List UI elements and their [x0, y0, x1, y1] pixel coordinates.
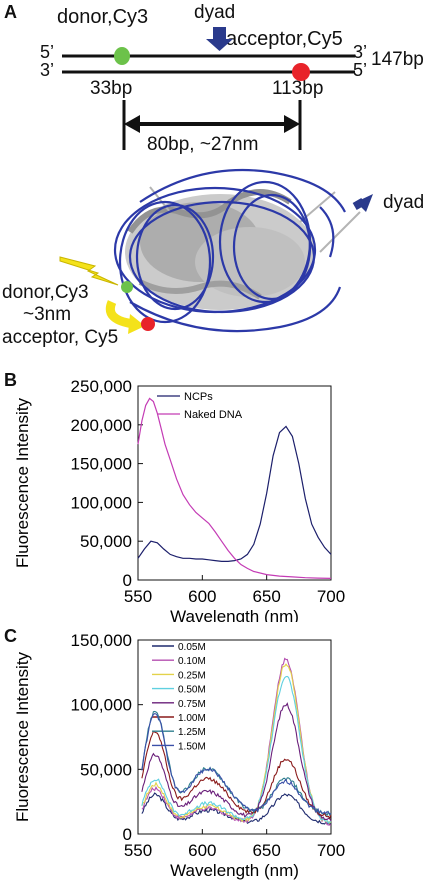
- fret-distance-label: 80bp, ~27nm: [147, 134, 259, 155]
- x-tick-label: 700: [317, 587, 345, 606]
- x-tick-label: 550: [124, 841, 152, 860]
- series-line-1.50M: [141, 712, 332, 815]
- legend-label: NCPs: [184, 391, 213, 403]
- x-tick-label: 600: [188, 841, 216, 860]
- legend-label: 0.25M: [178, 670, 206, 681]
- acceptor-label: acceptor,Cy5: [226, 28, 343, 50]
- plot-frame: [137, 385, 332, 581]
- y-tick-label: 150,000: [71, 455, 132, 474]
- y-tick-label: 200,000: [71, 416, 132, 435]
- donor-dot: [121, 281, 133, 293]
- series-line-1.00M: [141, 730, 332, 820]
- legend-label: 0.10M: [178, 656, 206, 667]
- x-tick-label: 700: [317, 841, 345, 860]
- y-axis-label: Fluorescence Intensity: [13, 397, 32, 568]
- dyad-arrow-icon: [352, 194, 373, 212]
- panel-letter-b: B: [4, 370, 17, 390]
- structure-fret-distance: ~3nm: [23, 304, 72, 325]
- legend-label: 1.25M: [178, 727, 206, 738]
- dna-schematic: [62, 27, 355, 150]
- strand-top-5prime: 5’: [40, 42, 55, 62]
- y-tick-label: 250,000: [71, 377, 132, 396]
- x-axis-label: Wavelength (nm): [170, 861, 299, 880]
- structure-donor-label: donor,Cy3: [2, 282, 89, 303]
- donor-position-label: 33bp: [90, 78, 133, 99]
- plot-frame: [137, 639, 332, 835]
- donor-dot: [114, 47, 130, 65]
- y-tick-label: 100,000: [71, 493, 132, 512]
- histone-core: [125, 186, 361, 310]
- y-tick-label: 0: [123, 571, 132, 590]
- dyad-label: dyad: [194, 2, 236, 23]
- series-line-0.10M: [141, 657, 332, 826]
- x-tick-label: 650: [252, 587, 280, 606]
- dna-superhelix: [113, 168, 346, 333]
- fret-arrow-head: [128, 314, 145, 334]
- series-line-0.75M: [141, 702, 332, 822]
- chart-b: 0 50,000 100,000 150,000 200,000 250,000 550 60…: [13, 377, 345, 622]
- y-tick-label: 50,000: [80, 760, 132, 779]
- y-tick-label: 0: [123, 825, 132, 844]
- lightning-icon: [59, 256, 119, 286]
- distance-arrow-left-head: [124, 115, 140, 133]
- legend-label: 0.75M: [178, 699, 206, 710]
- x-tick-label: 550: [124, 587, 152, 606]
- strand-bottom-5prime: 5’: [353, 60, 368, 80]
- y-tick-label: 100,000: [71, 696, 132, 715]
- legend-label: 0.50M: [178, 685, 206, 696]
- structure-acceptor-label: acceptor, Cy5: [2, 327, 119, 348]
- series-line-ncps: [137, 425, 332, 562]
- y-tick-label: 50,000: [80, 532, 132, 551]
- distance-arrow-right-head: [284, 115, 300, 133]
- x-tick-label: 650: [252, 841, 280, 860]
- y-axis-label: Fluorescence Intensity: [13, 651, 32, 822]
- legend-label: Naked DNA: [184, 409, 243, 421]
- strand-bottom-3prime: 3’: [40, 60, 55, 80]
- donor-label: donor,Cy3: [57, 6, 149, 28]
- legend-label: 1.50M: [178, 741, 206, 752]
- y-tick-label: 150,000: [71, 631, 132, 650]
- series-line-naked-dna: [137, 397, 332, 579]
- strand-top-3prime: 3’: [353, 42, 368, 62]
- dna-length-label: 147bp: [371, 49, 424, 70]
- acceptor-dot: [292, 63, 310, 81]
- nucleosome-structure: [59, 168, 373, 334]
- acceptor-dot: [141, 317, 155, 331]
- chart-c: 0 50,000 100,000 150,000 550 600 650 700 Wavelen…: [13, 631, 345, 880]
- structure-dyad-label: dyad: [383, 192, 425, 213]
- acceptor-position-label: 113bp: [272, 78, 324, 99]
- x-tick-label: 600: [188, 587, 216, 606]
- legend-label: 1.00M: [178, 713, 206, 724]
- panel-letter-a: A: [4, 2, 17, 22]
- panel-letter-c: C: [4, 626, 17, 646]
- series-line-0.50M: [141, 675, 332, 824]
- dyad-arrow-icon: [206, 27, 233, 51]
- x-axis-label: Wavelength (nm): [170, 607, 299, 622]
- legend-label: 0.05M: [178, 642, 206, 653]
